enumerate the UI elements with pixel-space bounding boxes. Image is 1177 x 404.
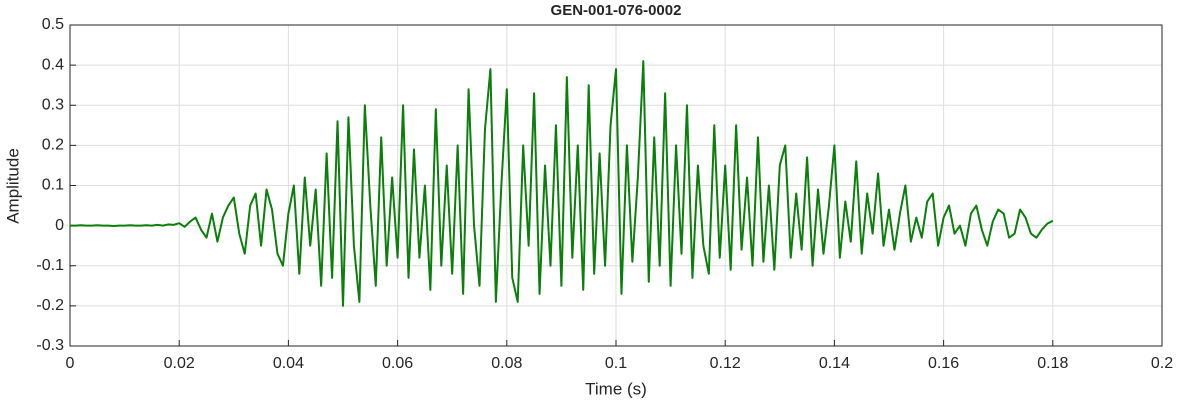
waveform-line (70, 60, 1054, 307)
y-tick-label: -0.2 (36, 297, 64, 314)
x-tick-label: 0 (66, 355, 75, 372)
y-tick-label: 0 (55, 217, 64, 234)
x-tick-label: 0.08 (491, 355, 522, 372)
x-tick-label: 0.12 (710, 355, 741, 372)
x-tick-label: 0.2 (1151, 355, 1173, 372)
y-tick-label: -0.1 (36, 257, 64, 274)
y-axis-label: Amplitude (3, 148, 22, 224)
chart-title: GEN-001-076-0002 (551, 2, 682, 19)
y-tick-label: 0.3 (42, 96, 64, 113)
x-tick-label: 0.14 (819, 355, 850, 372)
y-tick-label: 0.5 (42, 16, 64, 33)
y-tick-label: -0.3 (36, 337, 64, 354)
x-axis-label: Time (s) (585, 379, 647, 398)
y-tick-label: 0.2 (42, 137, 64, 154)
y-tick-label: 0.1 (42, 177, 64, 194)
x-tick-label: 0.16 (928, 355, 959, 372)
x-tick-label: 0.02 (164, 355, 195, 372)
y-tick-label: 0.4 (42, 56, 64, 73)
x-tick-label: 0.18 (1037, 355, 1068, 372)
x-tick-label: 0.04 (273, 355, 304, 372)
x-tick-label: 0.06 (382, 355, 413, 372)
x-tick-label: 0.1 (605, 355, 627, 372)
plot-frame (69, 24, 1163, 347)
